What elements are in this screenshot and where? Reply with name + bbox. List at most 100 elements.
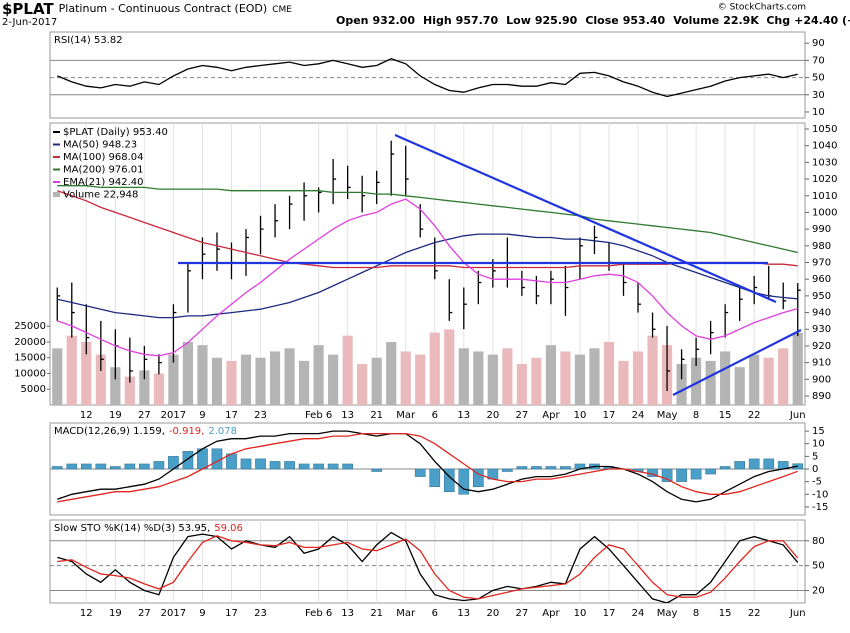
quote-label: Low: [506, 14, 531, 27]
x-tick-label: Feb 6: [305, 608, 332, 619]
histogram-bar: [110, 466, 121, 470]
y-tick-label: 20: [812, 586, 825, 597]
volume-bar: [211, 357, 223, 405]
volume-bar: [487, 354, 498, 405]
panel: [49, 31, 806, 119]
histogram-bar: [414, 468, 426, 477]
histogram-bar: [516, 466, 528, 470]
volume-bar: [458, 348, 469, 405]
histogram-bar: [429, 468, 441, 487]
x-tick-label: 10: [574, 608, 587, 619]
quote-label: Chg: [766, 14, 790, 27]
volume-bar: [66, 335, 77, 405]
quote-value: +24.40 (+2.63%): [794, 14, 850, 27]
volume-bar: [182, 341, 194, 405]
x-tick-label: 15: [719, 410, 732, 421]
line: [57, 535, 799, 600]
histogram-bar: [734, 461, 745, 470]
histogram-bar: [560, 466, 571, 470]
y-tick-label: 50: [812, 73, 825, 84]
x-tick-label: 13: [341, 608, 354, 619]
x-tick-label: Apr: [542, 410, 560, 421]
volume-bar: [95, 354, 106, 405]
volume-bar: [749, 354, 760, 405]
histogram-bar: [531, 466, 542, 470]
histogram-bar: [139, 463, 150, 470]
volume-bar: [560, 351, 571, 405]
volume-bar: [197, 345, 208, 405]
histogram-bar: [182, 451, 194, 470]
y-tick-label: 80: [812, 536, 825, 547]
histogram-bar: [269, 461, 281, 470]
histogram-bar: [240, 458, 252, 470]
header-title: $PLAT Platinum - Continuous Contract (EOD…: [2, 0, 292, 18]
trendline: [394, 133, 777, 304]
x-tick-label: May: [657, 608, 678, 619]
volume-bar: [603, 341, 615, 405]
y-tick-label: 90: [812, 38, 825, 49]
y-tick-label: 890: [812, 391, 831, 402]
quote-value: 925.90: [535, 14, 578, 27]
plot: [50, 520, 805, 603]
y-tick-label: 1000: [812, 207, 837, 218]
instrument-name: Platinum - Continuous Contract (EOD): [59, 2, 268, 15]
x-tick-label: 6: [432, 410, 438, 421]
histogram-bar: [371, 468, 383, 472]
histogram-bar: [298, 463, 310, 470]
histogram-bar: [472, 468, 484, 487]
y-tick-label: 990: [812, 224, 831, 235]
y-tick-label: 0: [812, 464, 818, 475]
volume-bar: [734, 367, 745, 405]
histogram-bar: [80, 463, 92, 470]
histogram-bar: [545, 466, 557, 470]
volume-bar: [124, 376, 135, 405]
histogram-bar: [502, 468, 513, 472]
histogram-bar: [284, 461, 295, 470]
source: © StockCharts.com: [718, 3, 806, 13]
volume-bar: [429, 332, 440, 405]
y-tick-label: 920: [812, 341, 831, 352]
volume-bar: [371, 357, 382, 405]
histogram-bar: [124, 463, 136, 470]
x-tick-label: 22: [748, 410, 761, 421]
y-tick-label: 1050: [812, 124, 837, 135]
x-tick-label: 10: [574, 410, 587, 421]
y-tick-label: 70: [812, 55, 825, 66]
volume-bar: [226, 360, 237, 405]
histogram-bar: [95, 463, 107, 470]
quote-label: High: [423, 14, 452, 27]
exchange: CME: [272, 5, 292, 15]
volume-bar: [444, 329, 455, 405]
volume-bar: [618, 360, 629, 405]
volume-bar: [357, 364, 368, 405]
volume-bar: [52, 348, 63, 405]
volume-bar: [763, 357, 774, 405]
x-tick-label: 13: [457, 608, 470, 619]
x-tick-label: 23: [254, 410, 267, 421]
legend-entry: Slow STO %K(14) %D(3) 53.95,: [54, 523, 210, 534]
y-tick-label: 910: [812, 358, 831, 369]
histogram-bar: [327, 463, 339, 470]
histogram-bar: [661, 468, 673, 482]
y-tick-label: 980: [812, 241, 831, 252]
x-tick-label: Apr: [542, 608, 560, 619]
x-tick-label: Mar: [396, 410, 416, 421]
volume-bar: [720, 351, 731, 405]
x-tick-label: 13: [341, 410, 354, 421]
volume-bar: [531, 357, 542, 405]
y-tick-label: 10: [812, 107, 825, 118]
line: [57, 57, 798, 98]
x-tick-label: 17: [225, 608, 238, 619]
x-tick-label: 17: [603, 608, 616, 619]
y-tick-label: 930: [812, 324, 831, 335]
x-tick-label: 8: [693, 608, 699, 619]
histogram-bar: [458, 468, 470, 495]
quote-value: 957.70: [456, 14, 499, 27]
y-tick-label: 15: [812, 426, 825, 437]
volume-bar: [313, 345, 324, 405]
x-tick-label: 6: [432, 608, 438, 619]
quote-value: 932.00: [373, 14, 416, 27]
